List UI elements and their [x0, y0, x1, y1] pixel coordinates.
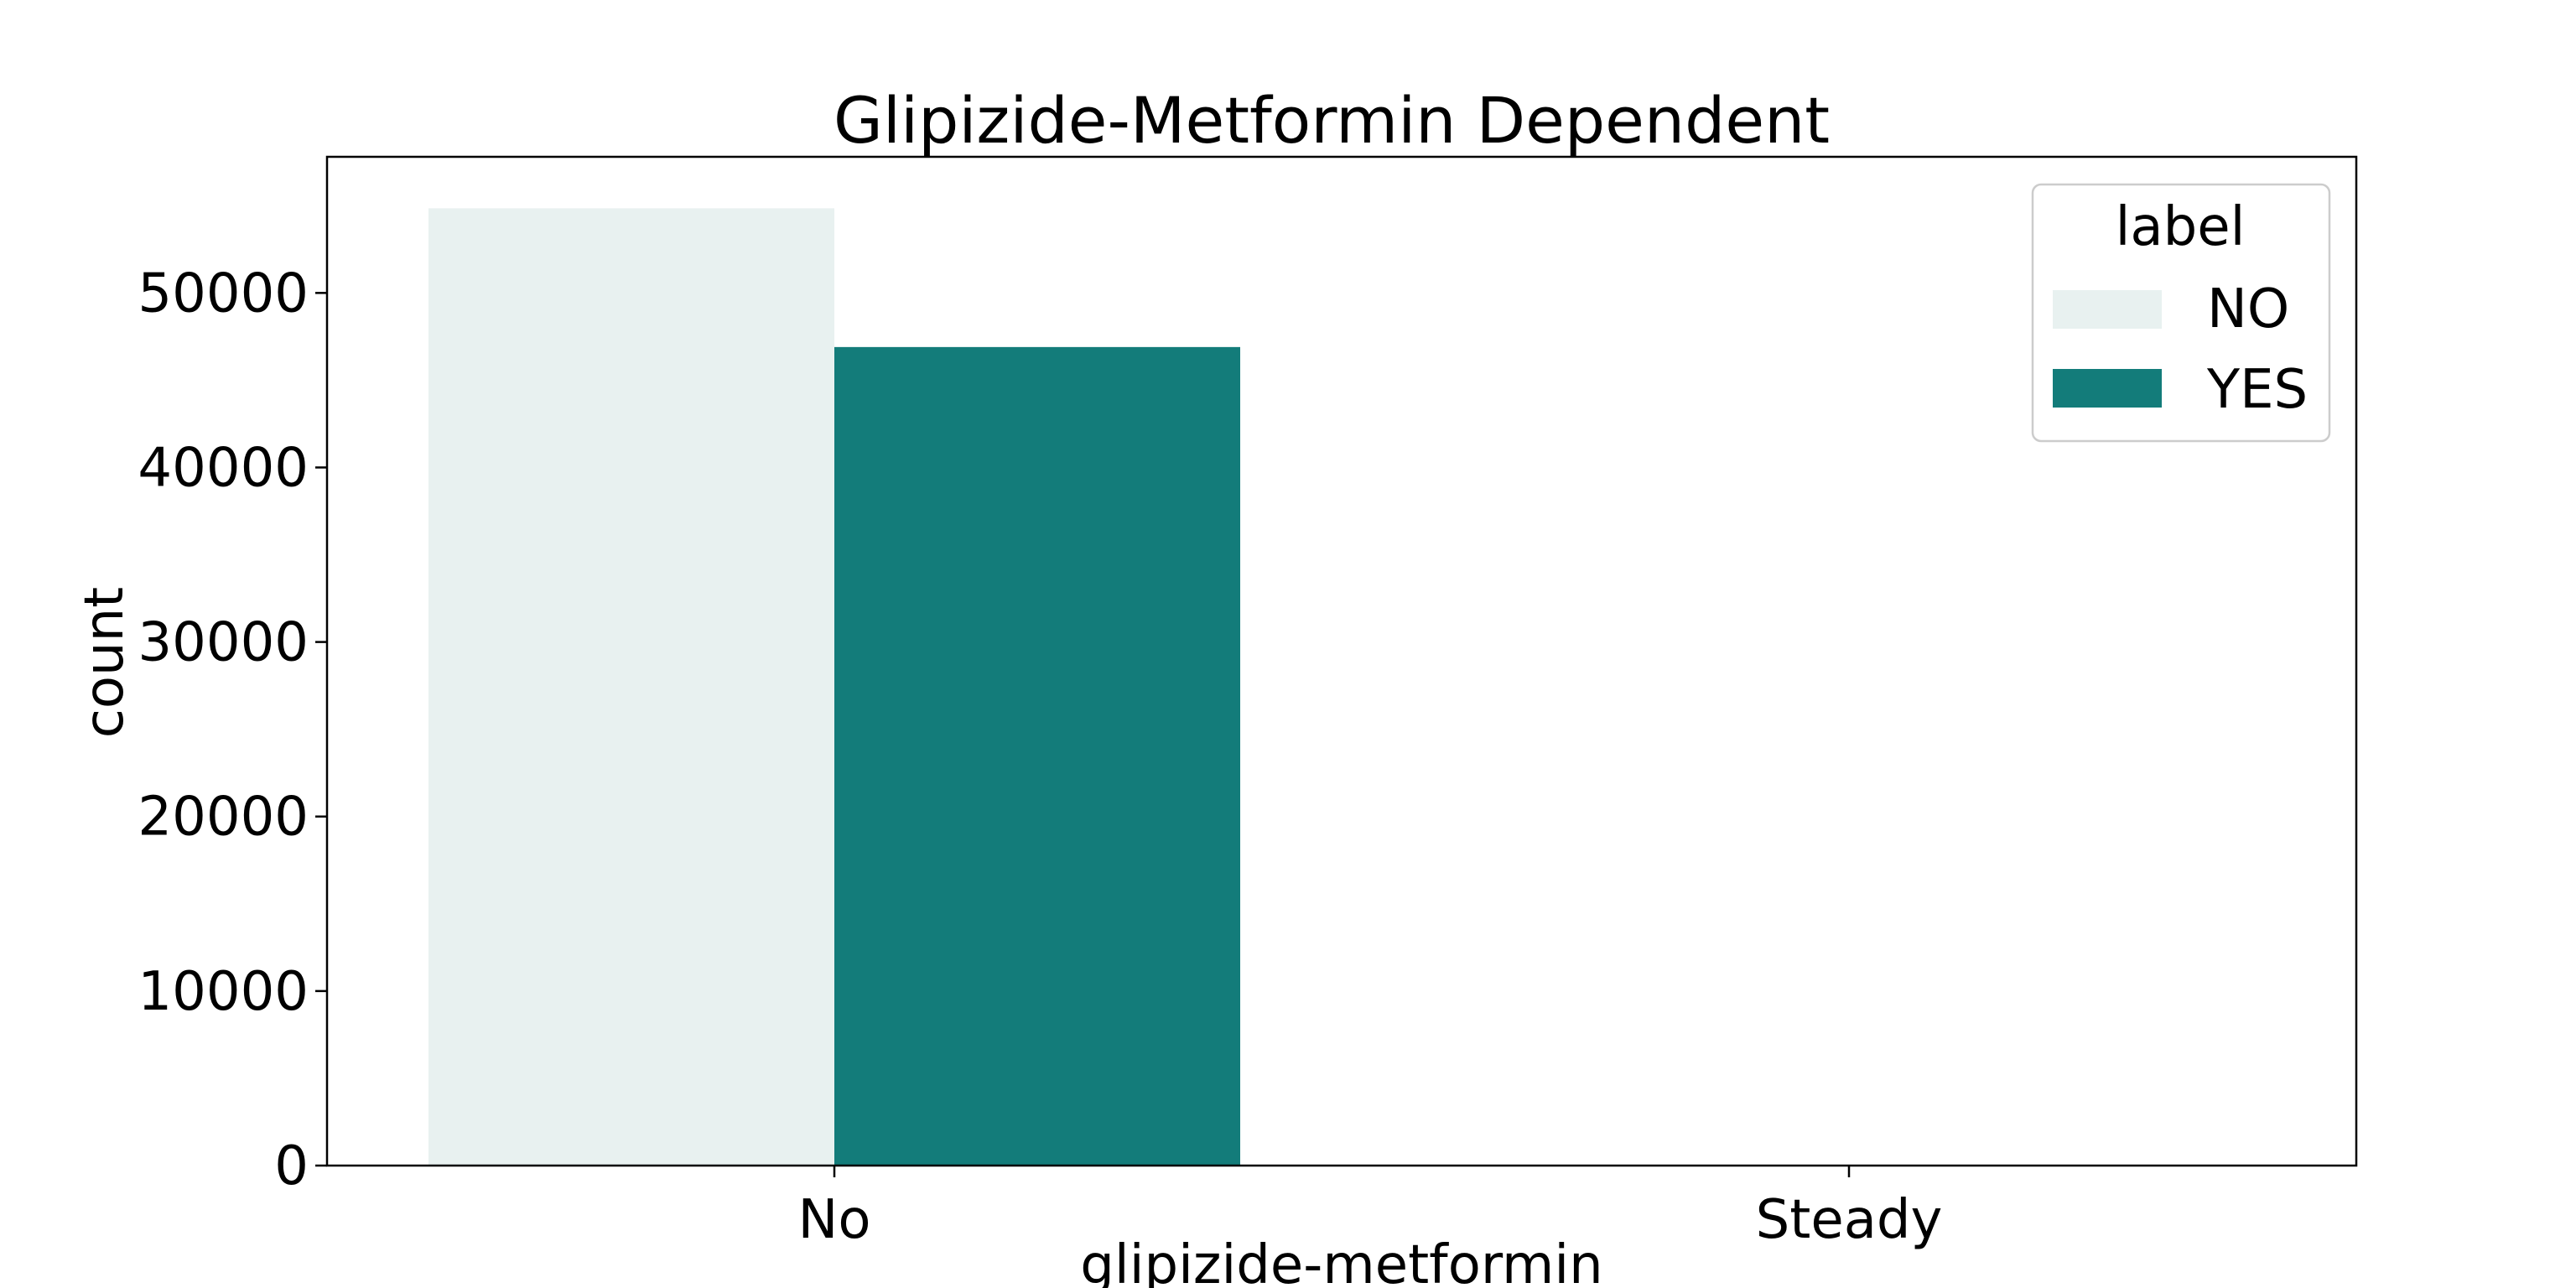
chart-title: Glipizide-Metformin Dependent — [834, 83, 1830, 158]
legend-swatch-yes — [2053, 369, 2162, 408]
x-axis-label: glipizide-metformin — [1080, 1234, 1602, 1288]
bar-no-yes — [834, 346, 1240, 1166]
bars-group — [428, 208, 1240, 1166]
legend-label-no: NO — [2207, 278, 2289, 340]
x-tick-label: Steady — [1756, 1189, 1943, 1251]
bar-no-no — [428, 208, 834, 1166]
y-tick-label: 0 — [274, 1135, 309, 1197]
y-tick-label: 10000 — [138, 961, 309, 1023]
legend-title: label — [2116, 196, 2246, 258]
legend: label NO YES — [2031, 183, 2331, 443]
legend-label-yes: YES — [2206, 359, 2308, 421]
y-tick-label: 40000 — [138, 437, 309, 499]
y-tick-label: 50000 — [138, 262, 309, 325]
y-axis-ticks: 0 10000 20000 30000 40000 50000 — [138, 262, 327, 1197]
plot-frame — [325, 155, 2358, 1167]
x-axis-ticks: No Steady — [797, 1166, 1942, 1251]
y-tick-label: 20000 — [138, 787, 309, 849]
x-tick-label: No — [797, 1189, 870, 1251]
legend-swatch-no — [2053, 290, 2162, 329]
y-axis-label: count — [74, 587, 136, 739]
y-tick-label: 30000 — [138, 612, 309, 674]
